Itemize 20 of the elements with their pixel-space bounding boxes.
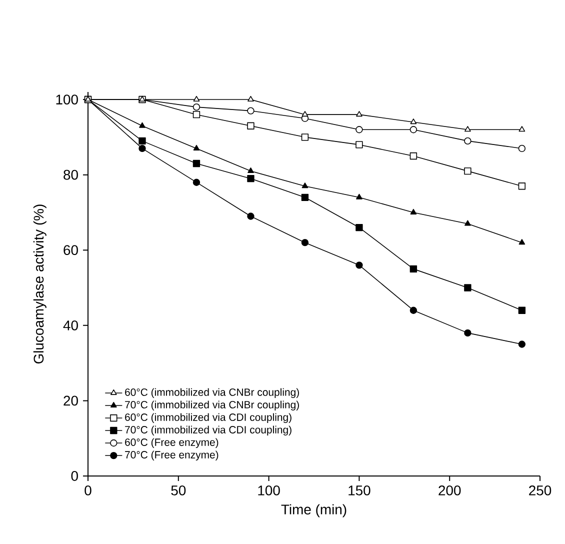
y-tick-label: 60	[64, 245, 78, 256]
y-tick-label: 0	[71, 471, 78, 481]
y-axis-title: Glucoamylase activity (%)	[33, 204, 46, 364]
x-tick-label: 150	[348, 485, 370, 496]
legend-label: 60°C (immobilized via CNBr coupling)	[125, 388, 299, 398]
y-tick-label: 20	[64, 396, 78, 406]
y-tick-label: 40	[63, 320, 78, 330]
x-axis-title: Time (min)	[281, 504, 346, 518]
legend-label: 70°C (immobilized via CDI coupling)	[125, 426, 292, 436]
legend-label: 60°C (Free enzyme)	[125, 438, 218, 448]
x-tick-label: 50	[171, 485, 186, 496]
y-tick-label: 80	[64, 170, 78, 180]
legend-label: 70°C (immobilized via CNBr coupling)	[125, 400, 299, 410]
x-tick-label: 200	[438, 485, 461, 496]
x-tick-label: 250	[529, 485, 552, 496]
legend-label: 70°C (Free enzyme)	[125, 450, 218, 461]
y-tick-label: 100	[56, 94, 78, 104]
x-tick-label: 100	[258, 485, 280, 496]
x-tick-label: 0	[84, 485, 92, 496]
legend-label: 60°C (immobilized via CDI coupling)	[125, 413, 292, 423]
